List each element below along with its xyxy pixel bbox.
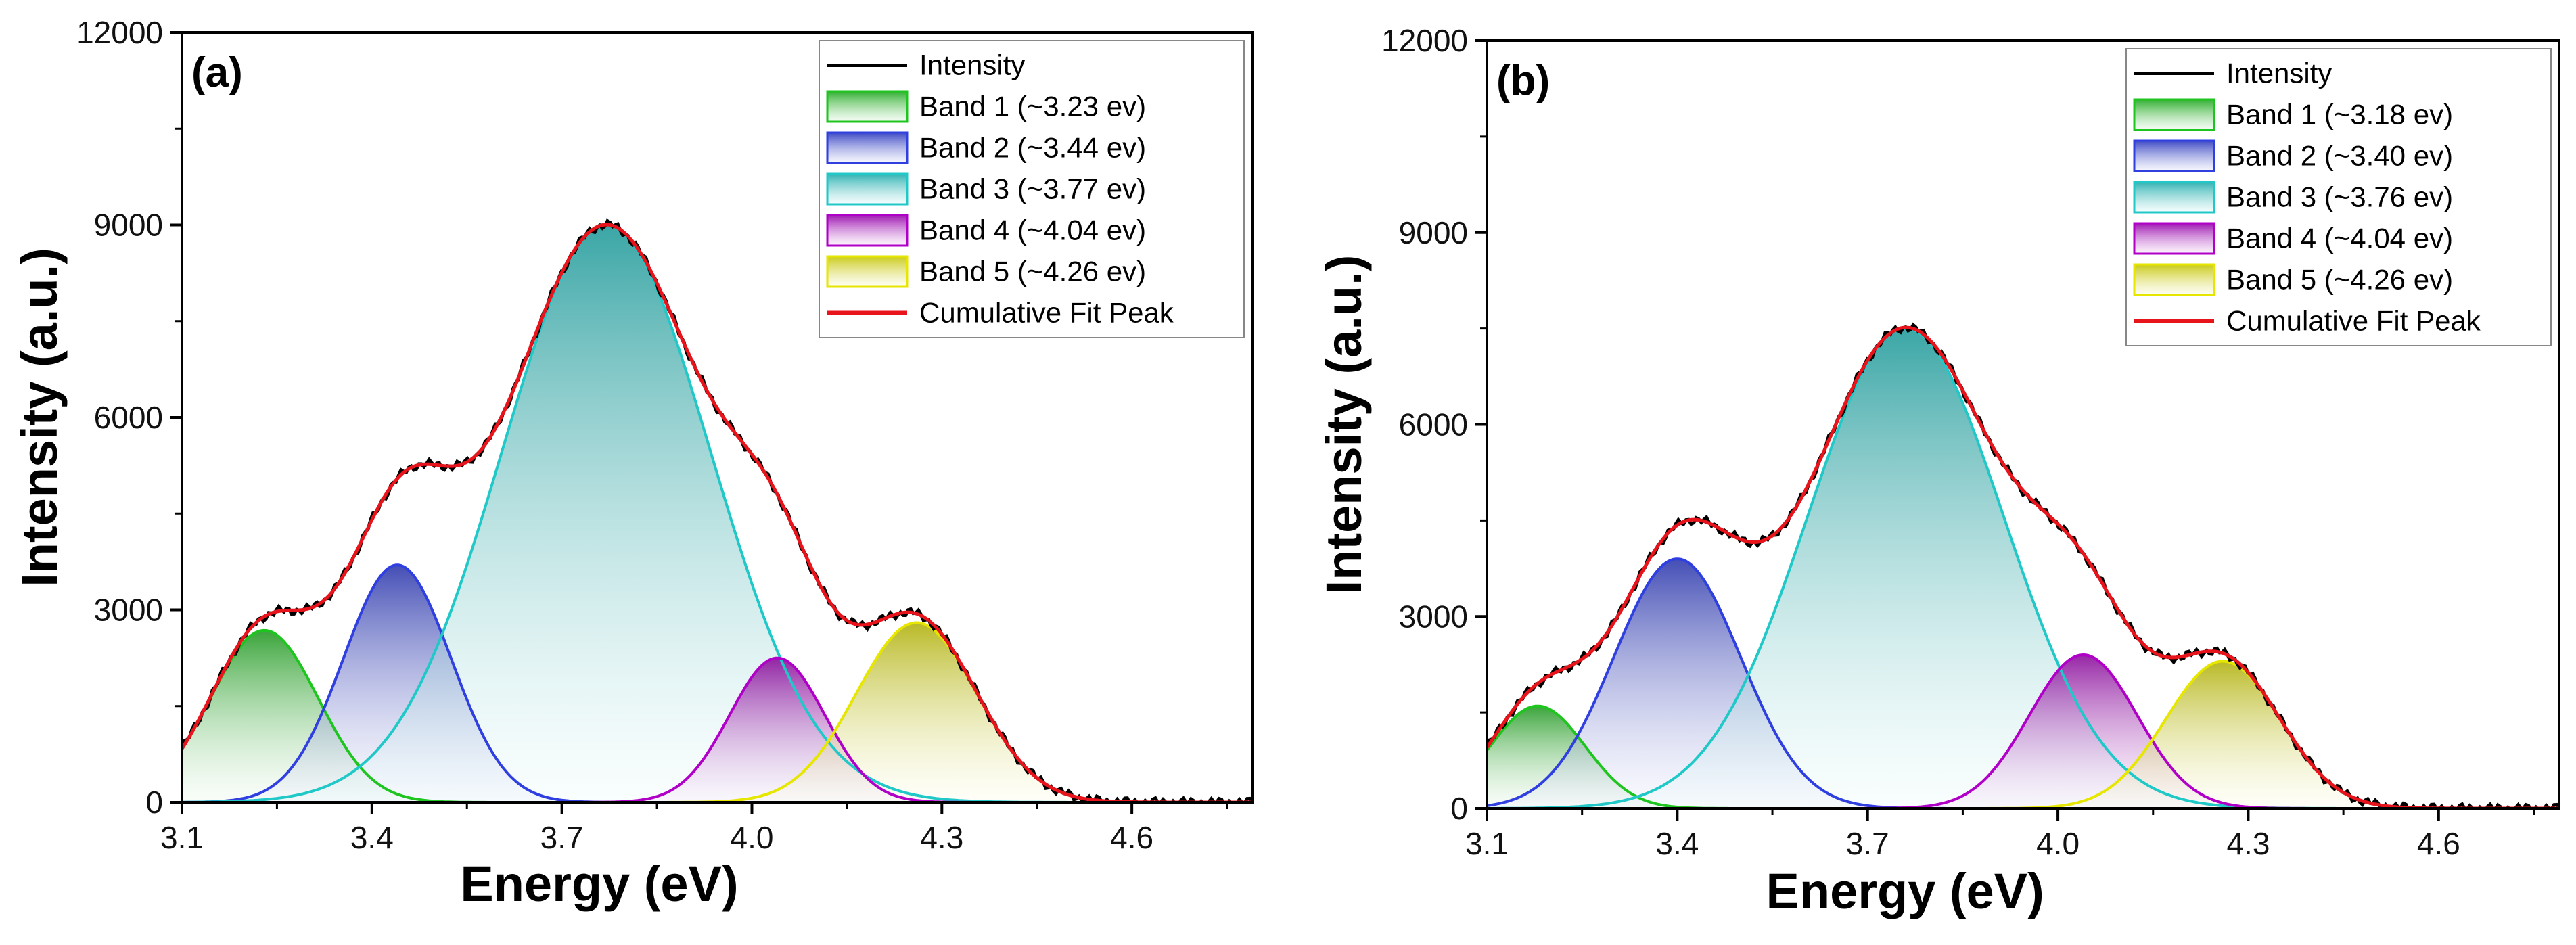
x-tick-label: 3.4 xyxy=(1655,826,1699,861)
y-tick-label: 12000 xyxy=(1381,23,1468,58)
legend-band-4-label: Band 4 (~4.04 ev) xyxy=(919,214,1146,246)
legend-band-4-label: Band 4 (~4.04 ev) xyxy=(2226,223,2453,254)
y-tick-label: 0 xyxy=(1450,791,1468,826)
legend-band-4-swatch xyxy=(2133,222,2215,255)
band-4-line xyxy=(182,656,1252,802)
band-5-area xyxy=(1487,661,2559,808)
y-tick-label: 0 xyxy=(145,785,163,820)
legend-fit-label: Cumulative Fit Peak xyxy=(2226,305,2481,337)
x-tick-label: 4.6 xyxy=(2417,826,2460,861)
y-axis-title: Intensity (a.u.) xyxy=(1316,255,1372,595)
y-tick-label: 9000 xyxy=(1399,215,1468,250)
legend-band-3-swatch xyxy=(2133,181,2215,214)
y-tick-label: 9000 xyxy=(94,208,163,243)
legend-intensity-label: Intensity xyxy=(919,49,1025,81)
x-tick-label: 4.3 xyxy=(920,820,963,855)
legend-band-1-label: Band 1 (~3.23 ev) xyxy=(919,91,1146,122)
legend-band-1-swatch xyxy=(826,90,908,123)
legend-band-4-swatch xyxy=(826,214,908,247)
band-2-line xyxy=(1487,557,2559,808)
plot-layer xyxy=(182,218,1252,802)
panel-label: (a) xyxy=(191,49,243,96)
x-tick-label: 3.7 xyxy=(1846,826,1889,861)
y-tick-label: 3000 xyxy=(1399,599,1468,634)
legend-band-2-label: Band 2 (~3.44 ev) xyxy=(919,132,1146,164)
band-1-line xyxy=(1487,704,2559,808)
legend-intensity-label: Intensity xyxy=(2226,57,2332,89)
legend-fit-label: Cumulative Fit Peak xyxy=(919,297,1174,329)
x-axis-title: Energy (eV) xyxy=(1766,863,2044,919)
legend-band-1-swatch xyxy=(2133,98,2215,131)
legend-band-5-label: Band 5 (~4.26 ev) xyxy=(2226,264,2453,296)
legend-band-5-swatch xyxy=(826,255,908,288)
x-tick-label: 3.4 xyxy=(350,820,394,855)
band-4-line xyxy=(1487,653,2559,808)
cumulative-fit-line xyxy=(1487,325,2559,808)
legend-band-3-swatch xyxy=(826,172,908,206)
band-3-line xyxy=(1487,327,2559,808)
x-tick-label: 4.0 xyxy=(2036,826,2079,861)
band-3-area xyxy=(182,225,1252,802)
band-5-area xyxy=(182,622,1252,802)
y-tick-label: 3000 xyxy=(94,593,163,628)
x-tick-label: 4.0 xyxy=(731,820,774,855)
legend-band-3-label: Band 3 (~3.77 ev) xyxy=(919,173,1146,205)
chart-panel: 3.1 3.4 3.7 4.0 4.3 4.6 0 3000 6000 9000 12000 Ener… xyxy=(1316,23,2560,919)
chart-panel: 3.1 3.4 3.7 4.0 4.3 4.6 0 3000 6000 9000 12000 Ener… xyxy=(12,15,1254,912)
legend-band-2-swatch xyxy=(2133,139,2215,172)
y-tick-label: 6000 xyxy=(1399,407,1468,442)
legend-band-5-swatch xyxy=(2133,263,2215,296)
legend-band-1-label: Band 1 (~3.18 ev) xyxy=(2226,99,2453,131)
band-4-area xyxy=(182,658,1252,802)
x-tick-label: 4.3 xyxy=(2226,826,2270,861)
legend-band-3-label: Band 3 (~3.76 ev) xyxy=(2226,181,2453,213)
band-4-area xyxy=(1487,655,2559,808)
legend-band-2-label: Band 2 (~3.40 ev) xyxy=(2226,140,2453,172)
x-tick-label: 3.1 xyxy=(1465,826,1509,861)
band-2-line xyxy=(182,563,1252,802)
panel-label: (b) xyxy=(1496,57,1550,104)
legend-band-2-swatch xyxy=(826,131,908,164)
y-tick-label: 12000 xyxy=(76,15,163,50)
x-tick-label: 3.7 xyxy=(540,820,584,855)
cumulative-fit-line xyxy=(182,223,1252,802)
y-tick-label: 6000 xyxy=(94,400,163,435)
x-axis-title: Energy (eV) xyxy=(460,856,738,912)
x-tick-label: 4.6 xyxy=(1110,820,1153,855)
band-3-line xyxy=(182,223,1252,802)
y-axis-title: Intensity (a.u.) xyxy=(12,248,68,587)
x-tick-label: 3.1 xyxy=(160,820,204,855)
legend-band-5-label: Band 5 (~4.26 ev) xyxy=(919,256,1146,287)
